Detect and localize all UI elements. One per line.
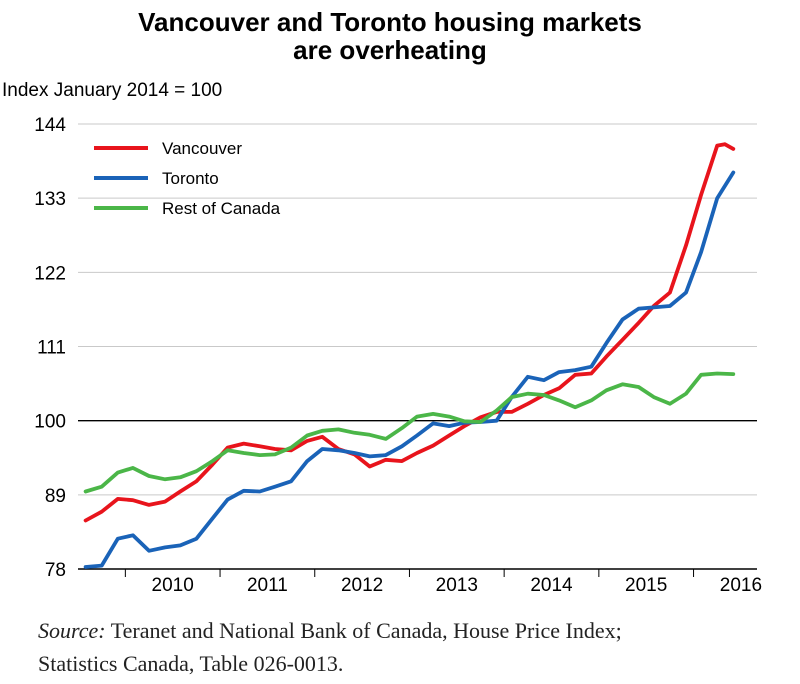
legend-label: Vancouver xyxy=(162,139,242,158)
x-tick-label: 2011 xyxy=(247,575,288,596)
series-line-vancouver xyxy=(83,142,736,523)
x-tick-label: 2015 xyxy=(625,575,667,596)
chart-title-line2: are overheating xyxy=(293,35,487,65)
legend-label: Rest of Canada xyxy=(162,199,281,218)
x-tick-label: 2010 xyxy=(152,575,194,596)
line-chart: 144 133 122 111 100 89 78 2010 2011 2012 2013 2014 2… xyxy=(34,115,762,596)
y-tick-label: 100 xyxy=(34,412,66,433)
y-tick-label: 122 xyxy=(34,263,66,284)
y-tick-label: 111 xyxy=(37,338,66,359)
source-line1: Teranet and National Bank of Canada, Hou… xyxy=(105,618,622,643)
chart-title-line1: Vancouver and Toronto housing markets xyxy=(138,7,642,37)
x-tick-label: 2014 xyxy=(530,575,573,596)
x-tick-label: 2012 xyxy=(341,575,383,596)
x-tick-label: 2016 xyxy=(720,575,762,596)
y-tick-label: 133 xyxy=(34,189,66,210)
legend-label: Toronto xyxy=(162,169,219,188)
source-note: Source: Teranet and National Bank of Can… xyxy=(38,614,622,680)
chart-title: Vancouver and Toronto housing markets ar… xyxy=(0,8,780,64)
y-tick-label: 89 xyxy=(45,486,66,507)
source-line2: Statistics Canada, Table 026-0013. xyxy=(38,651,344,676)
x-tick-label: 2013 xyxy=(436,575,478,596)
y-axis-label: Index January 2014 = 100 xyxy=(2,80,223,101)
y-tick-label: 144 xyxy=(34,115,66,136)
series-line-rest-of-canada xyxy=(83,371,736,494)
source-label: Source: xyxy=(38,618,106,643)
y-tick-label: 78 xyxy=(45,560,66,581)
series-line-toronto xyxy=(83,170,736,569)
